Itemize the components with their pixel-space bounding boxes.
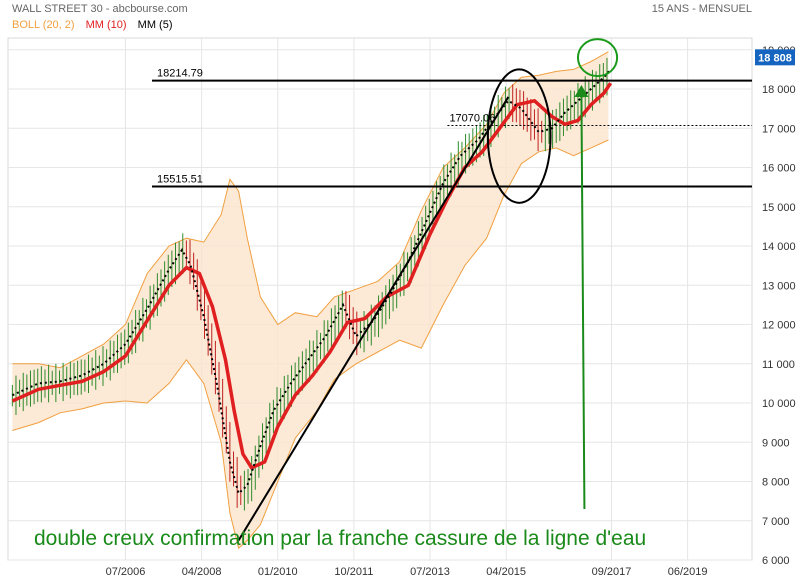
green-circle-annotation xyxy=(576,38,619,78)
y-tick-label: 12 000 xyxy=(762,320,796,332)
level-label: 17070.06 xyxy=(449,113,495,125)
black-ellipse-annotation xyxy=(486,68,552,204)
y-tick-label: 10 000 xyxy=(762,398,796,410)
x-tick-label: 01/2010 xyxy=(258,566,298,578)
chart-title: WALL STREET 30 - abcbourse.com xyxy=(12,3,188,15)
y-tick-label: 15 000 xyxy=(762,202,796,214)
mm10-line xyxy=(11,82,613,470)
annotation-text: double creux confirmation par la franche… xyxy=(34,527,646,550)
legend-mm5: MM (5) xyxy=(137,19,173,31)
y-tick-label: 11 000 xyxy=(762,359,795,371)
bollinger-upper-line xyxy=(12,51,609,369)
trendline xyxy=(237,96,510,541)
bollinger-lower-line xyxy=(12,139,609,550)
y-tick-label: 13 000 xyxy=(762,280,796,292)
legend-boll: BOLL (20, 2) xyxy=(12,19,75,31)
y-tick-label: 17 000 xyxy=(762,123,796,135)
level-label: 18214.79 xyxy=(157,68,203,80)
x-tick-label: 04/2015 xyxy=(486,566,526,578)
y-tick-label: 9 000 xyxy=(762,437,790,449)
arrow-shaft xyxy=(580,97,586,509)
y-tick-label: 18 000 xyxy=(762,84,796,96)
y-tick-label: 6 000 xyxy=(762,555,790,567)
legend-mm10: MM (10) xyxy=(85,19,127,31)
x-tick-label: 07/2013 xyxy=(410,566,450,578)
last-value-label: 18 808 xyxy=(758,52,792,64)
x-tick-label: 06/2019 xyxy=(668,566,708,578)
x-tick-label: 04/2008 xyxy=(182,566,222,578)
x-tick-label: 10/2011 xyxy=(334,566,373,578)
y-tick-label: 7 000 xyxy=(762,516,790,528)
legend: BOLL (20, 2) MM (10) MM (5) xyxy=(12,19,180,31)
y-tick-label: 14 000 xyxy=(762,241,796,253)
y-tick-label: 8 000 xyxy=(762,477,790,489)
y-tick-label: 16 000 xyxy=(762,163,796,175)
arrow-head xyxy=(574,85,589,98)
last-value-badge xyxy=(755,49,795,66)
chart-period[interactable]: 15 ANS - MENSUEL xyxy=(651,3,752,15)
level-label: 15515.51 xyxy=(157,174,203,186)
x-tick-label: 07/2006 xyxy=(106,566,146,578)
x-tick-label: 09/2017 xyxy=(592,566,632,578)
